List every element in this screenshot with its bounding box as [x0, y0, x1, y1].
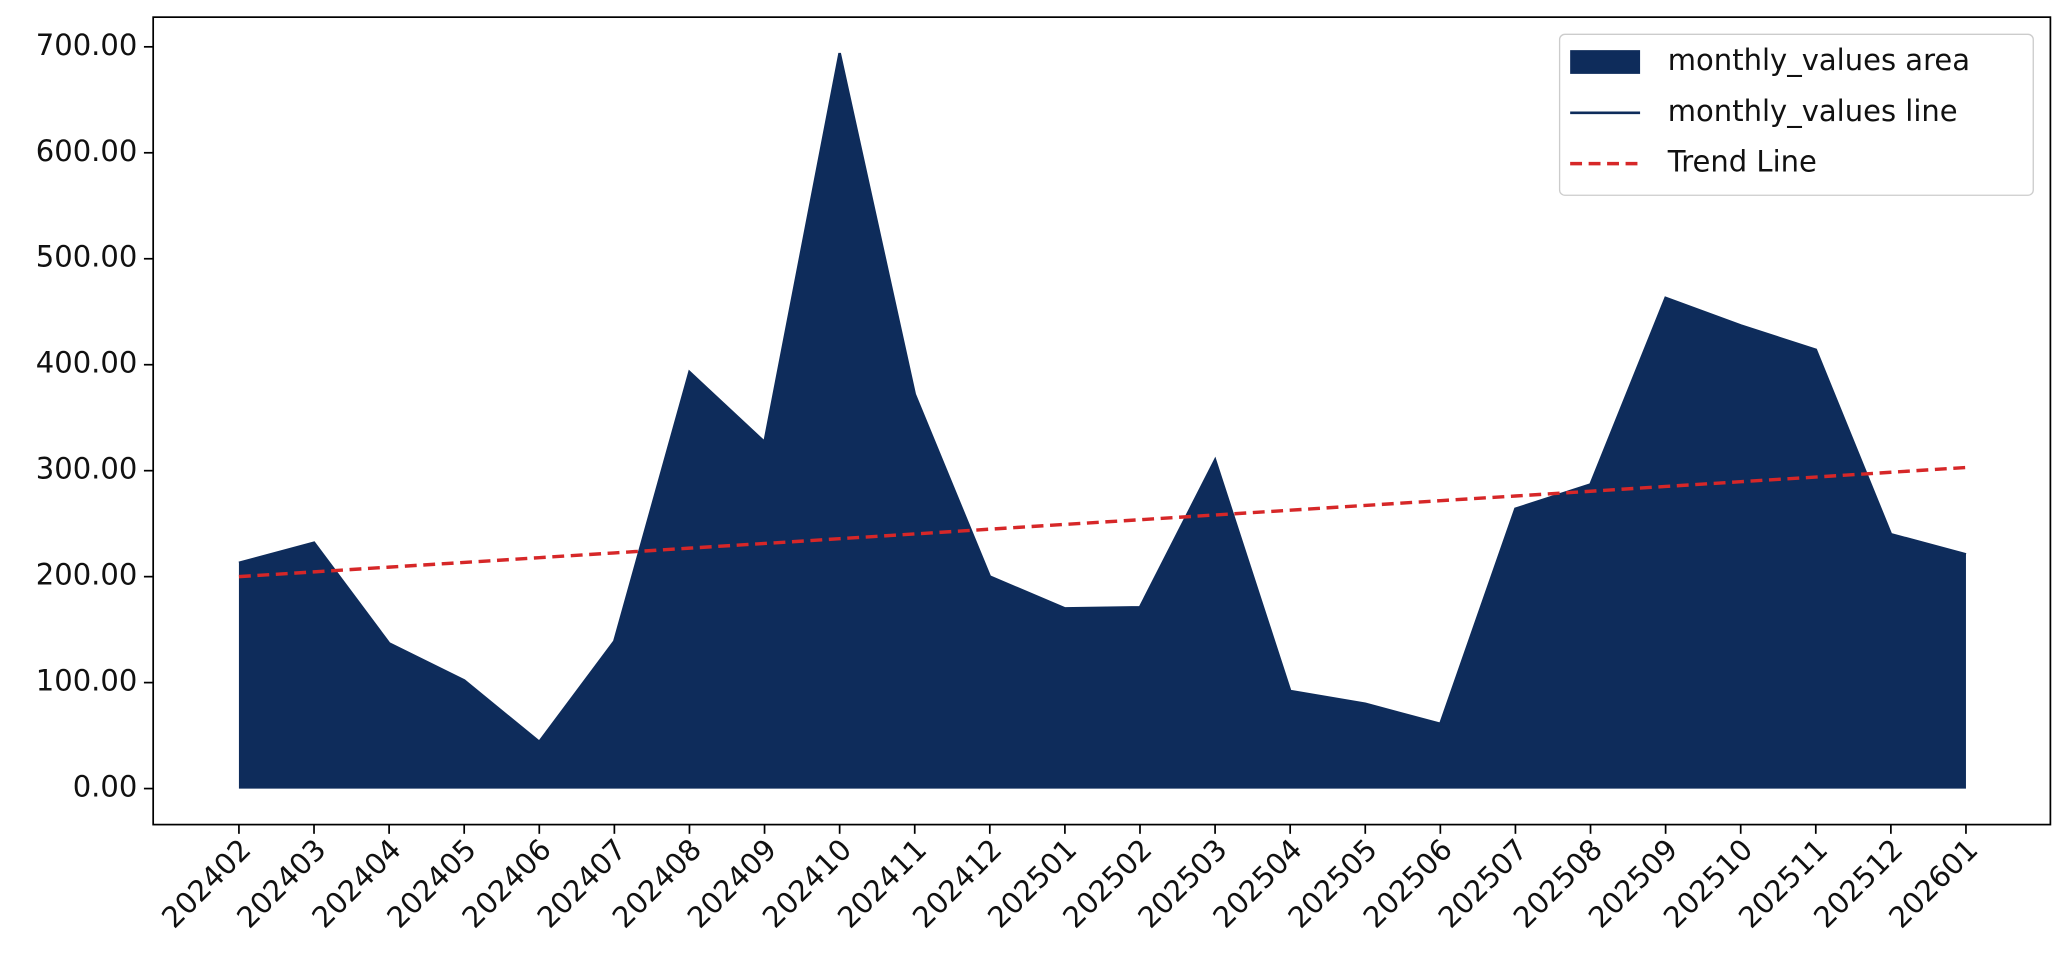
legend-swatch	[1570, 50, 1641, 74]
trend-line	[238, 465, 1967, 579]
y-tick-label: 300.00	[36, 452, 138, 486]
y-tick-label: 700.00	[36, 28, 138, 62]
y-tick-label: 0.00	[73, 770, 138, 804]
legend-label: monthly_values line	[1668, 94, 1958, 128]
line	[238, 52, 1967, 744]
legend-box	[1558, 33, 2034, 196]
legend-label: monthly_values area	[1668, 43, 1970, 77]
y-tick-label: 400.00	[36, 346, 138, 380]
y-tick-label: 200.00	[36, 558, 138, 592]
legend-label: Trend Line	[1667, 145, 1817, 179]
plot-frame	[152, 16, 2052, 826]
legend: monthly_values area monthly_values line Tr…	[1558, 33, 2034, 196]
y-tick-label: 100.00	[36, 664, 138, 698]
y-tick-label: 600.00	[36, 134, 138, 168]
y-tick-label: 500.00	[36, 240, 138, 274]
area	[238, 53, 1966, 789]
